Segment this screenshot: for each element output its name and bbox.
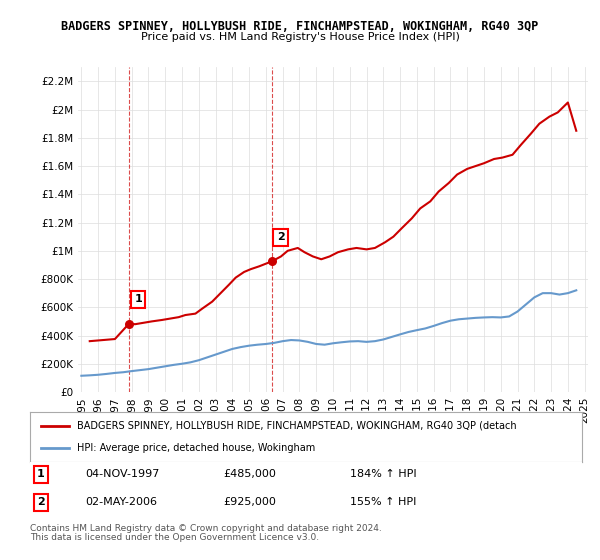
Text: £925,000: £925,000	[223, 497, 276, 507]
Text: 184% ↑ HPI: 184% ↑ HPI	[350, 469, 417, 479]
Text: Price paid vs. HM Land Registry's House Price Index (HPI): Price paid vs. HM Land Registry's House …	[140, 32, 460, 43]
Text: BADGERS SPINNEY, HOLLYBUSH RIDE, FINCHAMPSTEAD, WOKINGHAM, RG40 3QP (detach: BADGERS SPINNEY, HOLLYBUSH RIDE, FINCHAM…	[77, 421, 517, 431]
Text: 02-MAY-2006: 02-MAY-2006	[85, 497, 157, 507]
Text: 1: 1	[134, 295, 142, 304]
Text: HPI: Average price, detached house, Wokingham: HPI: Average price, detached house, Woki…	[77, 443, 315, 453]
Text: 1: 1	[37, 469, 45, 479]
Point	[124, 319, 134, 328]
Text: 04-NOV-1997: 04-NOV-1997	[85, 469, 160, 479]
Text: 2: 2	[37, 497, 45, 507]
Text: BADGERS SPINNEY, HOLLYBUSH RIDE, FINCHAMPSTEAD, WOKINGHAM, RG40 3QP: BADGERS SPINNEY, HOLLYBUSH RIDE, FINCHAM…	[61, 20, 539, 32]
Text: 155% ↑ HPI: 155% ↑ HPI	[350, 497, 416, 507]
Text: 2: 2	[277, 232, 284, 242]
Text: £485,000: £485,000	[223, 469, 276, 479]
Text: This data is licensed under the Open Government Licence v3.0.: This data is licensed under the Open Gov…	[30, 533, 319, 542]
Text: Contains HM Land Registry data © Crown copyright and database right 2024.: Contains HM Land Registry data © Crown c…	[30, 524, 382, 533]
Point	[267, 257, 277, 266]
